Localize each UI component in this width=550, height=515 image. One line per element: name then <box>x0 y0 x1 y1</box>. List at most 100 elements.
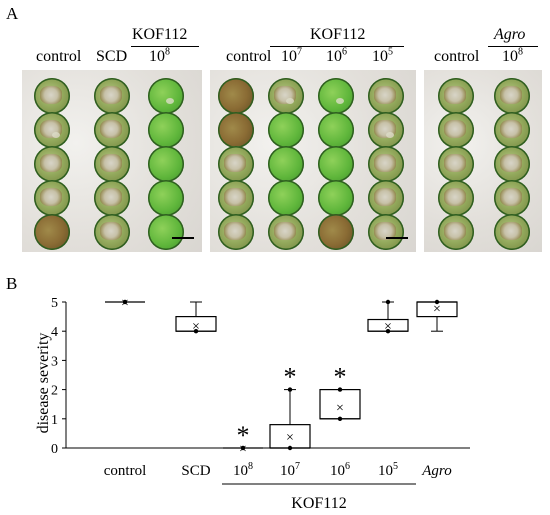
x-tick-label: control <box>104 463 147 479</box>
leaf-disc <box>148 214 184 250</box>
mean-marker: × <box>433 302 441 317</box>
leaf-disc <box>368 180 404 216</box>
x-tick-label: 106 <box>330 461 350 479</box>
leaf-disc <box>438 78 474 114</box>
leaf-disc <box>438 214 474 250</box>
mid-col-conc-1: 107 <box>281 46 302 65</box>
right-col-control: control <box>434 48 480 65</box>
leaf-disc-photo-right <box>424 70 542 252</box>
x-tick-label: SCD <box>181 463 210 479</box>
significance-star: * <box>284 363 297 392</box>
leaf-disc <box>148 112 184 148</box>
leaf-disc <box>368 146 404 182</box>
leaf-disc <box>268 146 304 182</box>
left-col-control: control <box>36 48 82 65</box>
leaf-disc <box>218 180 254 216</box>
data-point <box>434 299 440 305</box>
scale-bar <box>172 237 194 239</box>
mean-marker: × <box>384 319 392 334</box>
mid-col-conc-2: 106 <box>326 46 347 65</box>
leaf-disc <box>34 180 70 216</box>
mid-group-header: KOF112 <box>310 26 366 43</box>
mean-marker: × <box>121 296 129 311</box>
x-tick-label: 107 <box>280 461 300 479</box>
leaf-disc <box>94 78 130 114</box>
leaf-disc <box>94 112 130 148</box>
x-tick-label: 105 <box>378 461 398 479</box>
left-col-scd: SCD <box>96 48 128 65</box>
data-point <box>385 299 391 305</box>
data-point <box>193 329 199 334</box>
significance-star: * <box>237 421 250 450</box>
leaf-disc <box>268 214 304 250</box>
leaf-disc <box>148 180 184 216</box>
leaf-disc <box>218 214 254 250</box>
data-point <box>385 329 391 334</box>
leaf-disc <box>218 78 254 114</box>
leaf-disc <box>368 112 404 148</box>
data-point <box>240 445 246 451</box>
y-tick-label: 5 <box>51 296 58 311</box>
mid-group-underline <box>270 46 404 47</box>
leaf-disc <box>494 214 530 250</box>
leaf-disc <box>34 214 70 250</box>
leaf-disc <box>494 78 530 114</box>
left-group-header: KOF112 <box>132 26 188 43</box>
leaf-disc <box>268 180 304 216</box>
data-point <box>337 387 343 392</box>
y-tick-label: 0 <box>51 442 58 457</box>
y-tick-label: 2 <box>51 384 58 399</box>
significance-star: * <box>334 363 347 392</box>
leaf-disc <box>494 112 530 148</box>
leaf-disc <box>368 214 404 250</box>
y-tick-label: 3 <box>51 354 58 369</box>
data-point <box>337 416 343 421</box>
leaf-disc <box>218 146 254 182</box>
leaf-disc <box>148 146 184 182</box>
leaf-disc <box>318 146 354 182</box>
scale-bar <box>386 237 408 239</box>
leaf-disc <box>34 78 70 114</box>
leaf-disc <box>318 180 354 216</box>
mean-marker: × <box>239 442 247 457</box>
y-axis-label: disease severity <box>35 333 52 434</box>
right-group-underline <box>488 46 538 47</box>
leaf-disc <box>368 78 404 114</box>
leaf-disc <box>218 112 254 148</box>
mean-marker: × <box>192 319 200 334</box>
x-tick-label: Agro <box>421 463 452 479</box>
leaf-disc <box>438 180 474 216</box>
data-point <box>287 445 293 451</box>
leaf-disc <box>94 214 130 250</box>
leaf-disc <box>438 146 474 182</box>
left-group-underline <box>131 46 199 47</box>
mid-col-control: control <box>226 48 272 65</box>
leaf-disc <box>318 78 354 114</box>
leaf-disc <box>34 146 70 182</box>
y-tick-label: 4 <box>51 325 58 340</box>
leaf-disc <box>34 112 70 148</box>
leaf-disc <box>94 146 130 182</box>
leaf-disc <box>494 180 530 216</box>
right-group-header: Agro <box>494 26 526 43</box>
leaf-disc <box>318 112 354 148</box>
mid-col-conc-3: 105 <box>372 46 393 65</box>
leaf-disc <box>494 146 530 182</box>
leaf-disc <box>148 78 184 114</box>
y-tick-label: 1 <box>51 413 58 428</box>
mean-marker: × <box>286 430 294 445</box>
panel-b-letter: B <box>6 274 18 293</box>
leaf-disc <box>438 112 474 148</box>
leaf-disc-photo-left <box>22 70 202 252</box>
data-point <box>122 299 128 305</box>
leaf-disc <box>94 180 130 216</box>
left-col-conc: 108 <box>149 46 170 65</box>
leaf-disc <box>318 214 354 250</box>
kof112-group-label: KOF112 <box>291 495 346 512</box>
panel-a-letter: A <box>6 4 19 23</box>
x-tick-label: 108 <box>233 461 253 479</box>
mean-marker: × <box>336 401 344 416</box>
right-col-conc: 108 <box>502 46 523 65</box>
leaf-disc-photo-middle <box>210 70 416 252</box>
